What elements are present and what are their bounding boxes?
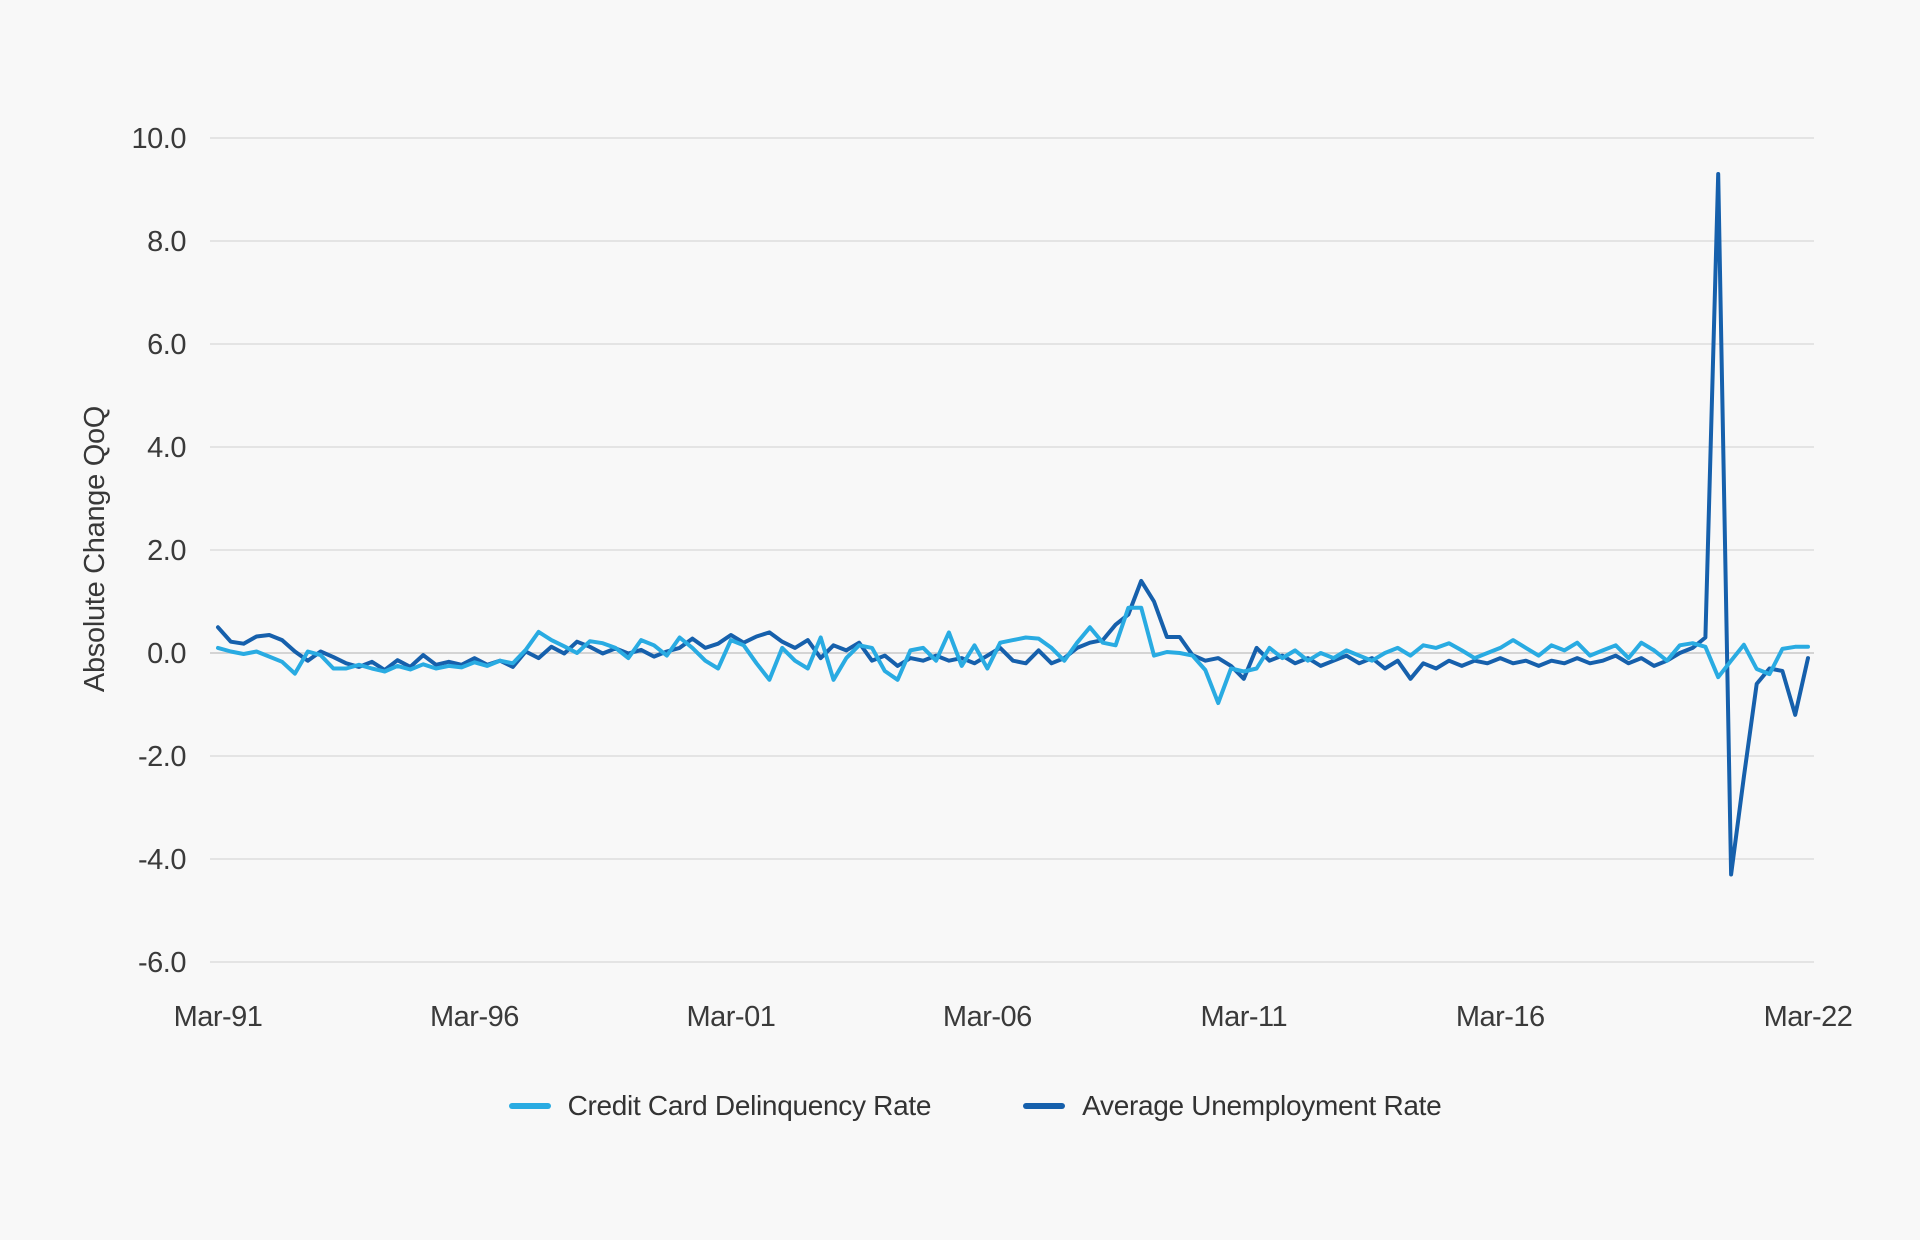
x-tick-label: Mar-06 (943, 1001, 1032, 1033)
legend-label-average-unemployment-rate: Average Unemployment Rate (1082, 1090, 1442, 1121)
legend-item-credit-card-delinquency-rate: Credit Card Delinquency Rate (508, 1090, 932, 1122)
y-tick-label: 8.0 (147, 226, 186, 258)
y-tick-label: 0.0 (147, 638, 186, 670)
y-axis-title: Absolute Change QoQ (79, 405, 111, 693)
y-tick-label: 10.0 (132, 123, 186, 155)
legend-line-marker-dark-blue (1023, 1103, 1066, 1109)
x-tick-label: Mar-96 (430, 1001, 519, 1033)
legend-item-average-unemployment-rate: Average Unemployment Rate (1023, 1090, 1442, 1122)
y-tick-label: -2.0 (138, 741, 186, 773)
legend-line-marker-light-blue (508, 1103, 551, 1109)
x-tick-label: Mar-22 (1764, 1001, 1853, 1033)
x-tick-label: Mar-91 (174, 1001, 263, 1033)
series-line-credit-card-delinquency-rate (216, 605, 1810, 705)
x-tick-label: Mar-11 (1200, 1001, 1287, 1033)
y-tick-label: -6.0 (138, 947, 186, 979)
y-tick-label: 2.0 (147, 535, 186, 567)
y-tick-label: 6.0 (147, 329, 186, 361)
series-line-average-unemployment-rate (216, 172, 1810, 877)
y-tick-label: 4.0 (147, 432, 186, 464)
y-tick-label: -4.0 (138, 844, 186, 876)
x-tick-label: Mar-16 (1456, 1001, 1545, 1033)
x-tick-label: Mar-01 (686, 1001, 775, 1033)
chart-legend: Credit Card Delinquency Rate Average Une… (30, 1086, 1920, 1126)
legend-label-credit-card-delinquency-rate: Credit Card Delinquency Rate (567, 1090, 932, 1121)
